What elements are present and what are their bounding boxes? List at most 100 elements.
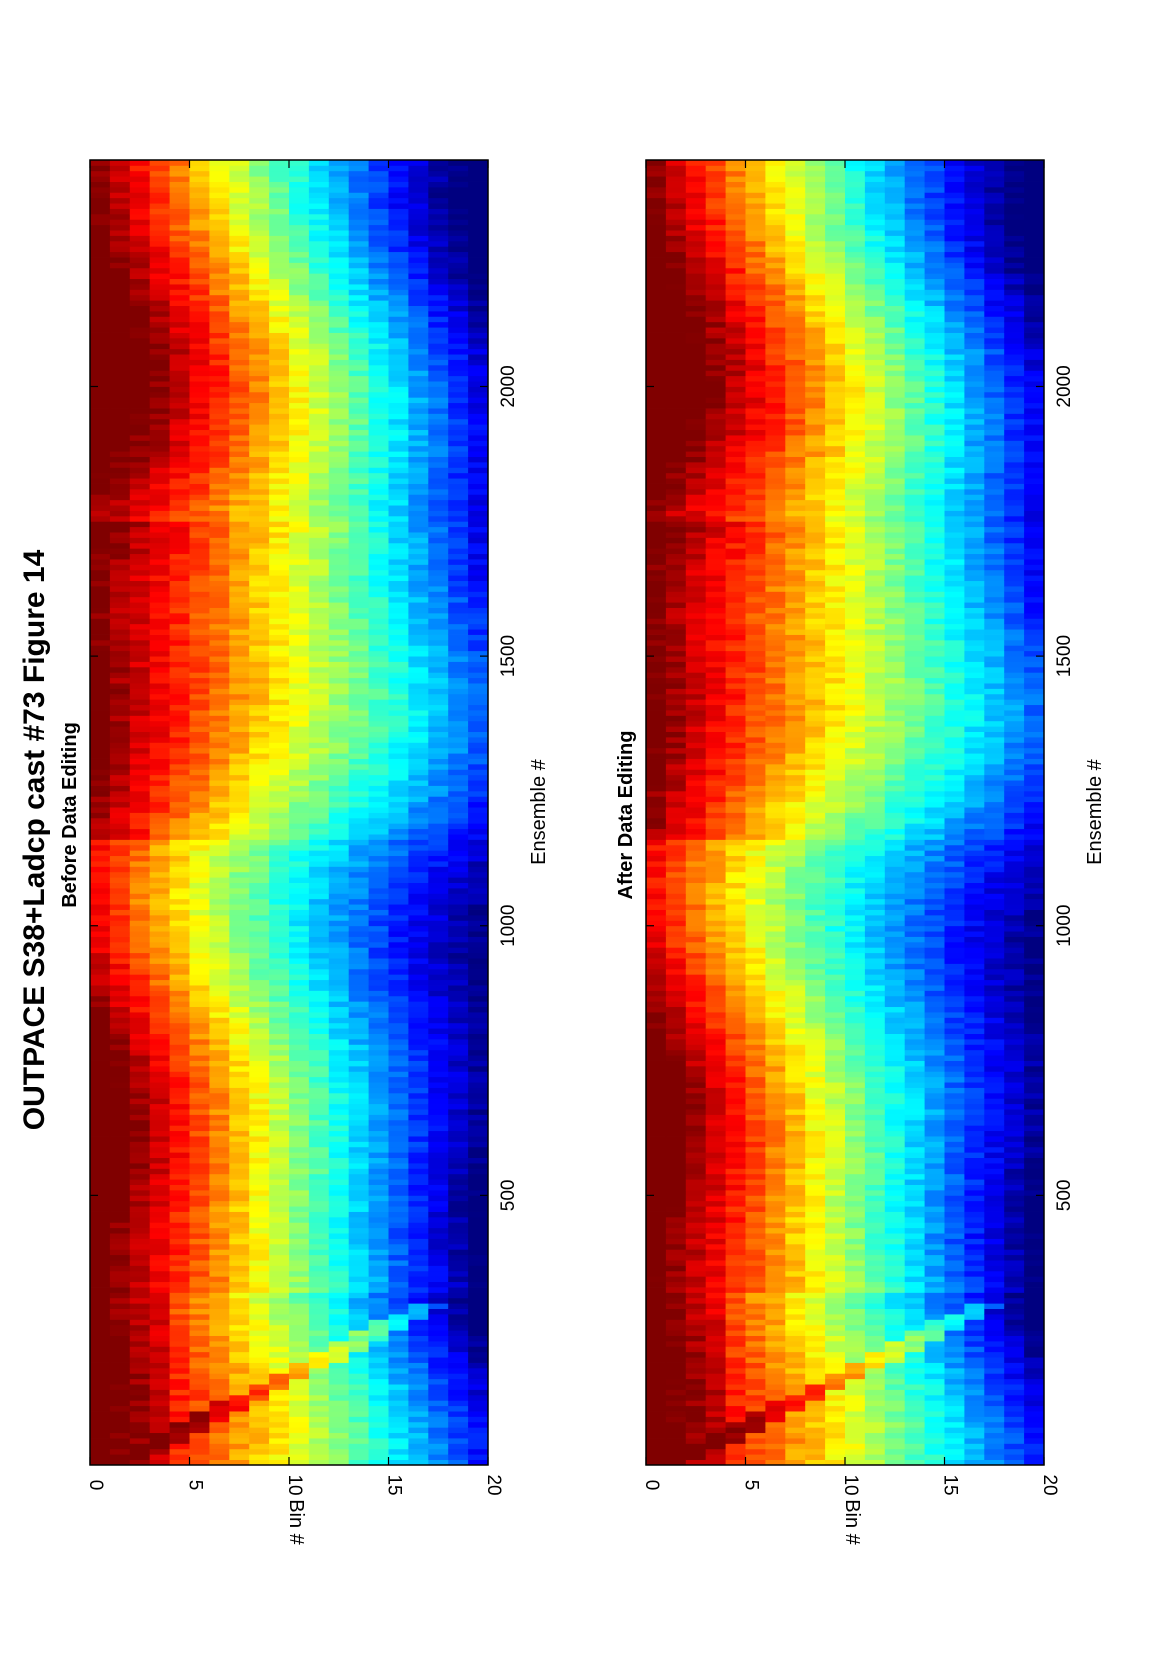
heatmap-cell: [269, 1071, 290, 1078]
heatmap-cell: [149, 515, 170, 522]
heatmap-cell: [169, 1168, 190, 1175]
heatmap-cell: [308, 1265, 330, 1272]
heatmap-cell: [468, 618, 489, 625]
heatmap-cell: [209, 1270, 230, 1277]
heatmap-cell: [189, 467, 210, 474]
heatmap-cell: [289, 763, 310, 770]
heatmap-cell: [169, 1276, 190, 1283]
heatmap-cell: [209, 974, 230, 981]
heatmap-cell: [129, 483, 151, 490]
heatmap-cell: [169, 418, 190, 425]
heatmap-cell: [368, 1087, 389, 1094]
heatmap-cell: [189, 1044, 210, 1051]
heatmap-cell: [388, 321, 409, 328]
heatmap-cell: [229, 408, 250, 414]
heatmap-cell: [129, 914, 151, 921]
heatmap-cell: [90, 888, 111, 894]
heatmap-cell: [348, 408, 369, 414]
heatmap-cell: [428, 1330, 449, 1336]
heatmap-cell: [109, 602, 131, 608]
heatmap-cell: [229, 979, 250, 986]
heatmap-cell: [289, 1098, 310, 1105]
heatmap-cell: [229, 958, 250, 964]
heatmap-cell: [109, 391, 131, 398]
heatmap-cell: [149, 289, 170, 296]
heatmap-cell: [428, 1357, 449, 1363]
heatmap-cell: [269, 898, 290, 905]
heatmap-cell: [169, 494, 190, 501]
heatmap-cell: [468, 1173, 489, 1180]
heatmap-cell: [348, 1362, 369, 1369]
heatmap-cell: [109, 381, 131, 387]
heatmap-cell: [348, 866, 369, 873]
heatmap-cell: [388, 882, 409, 889]
heatmap-cell: [269, 375, 290, 382]
heatmap-cell: [448, 499, 469, 506]
heatmap-cell: [249, 958, 270, 964]
heatmap-cell: [129, 645, 151, 652]
heatmap-cell: [348, 1087, 369, 1094]
heatmap-cell: [468, 1125, 489, 1132]
heatmap-cell: [388, 855, 409, 862]
heatmap-cell: [169, 904, 190, 910]
heatmap-cell: [229, 1357, 250, 1363]
heatmap-cell: [348, 1243, 369, 1250]
heatmap-cell: [169, 1119, 190, 1126]
heatmap-cell: [348, 1071, 369, 1078]
heatmap-cell: [448, 424, 469, 431]
heatmap-cell: [90, 1152, 111, 1159]
heatmap-cell: [408, 607, 429, 614]
heatmap-cell: [308, 569, 330, 576]
heatmap-cell: [109, 294, 131, 301]
heatmap-cell: [289, 1421, 310, 1428]
heatmap-cell: [388, 726, 409, 733]
heatmap-cell: [408, 391, 429, 398]
heatmap-cell: [388, 553, 409, 560]
heatmap-cell: [468, 747, 489, 754]
heatmap-cell: [348, 1303, 369, 1310]
heatmap-cell: [428, 542, 449, 549]
heatmap-cell: [129, 1173, 151, 1180]
heatmap-cell: [169, 683, 190, 689]
heatmap-cell: [368, 181, 389, 188]
x-tick-label: 1000: [498, 905, 519, 947]
heatmap-cell: [109, 1049, 131, 1056]
heatmap-cell: [90, 1448, 111, 1455]
heatmap-cell: [129, 1001, 151, 1008]
heatmap-cell: [269, 914, 290, 921]
heatmap-cell: [308, 893, 330, 900]
heatmap-cell: [209, 914, 230, 921]
heatmap-cell: [109, 710, 131, 716]
heatmap-cell: [229, 165, 250, 172]
heatmap-cell: [428, 893, 449, 900]
heatmap-cell: [308, 170, 330, 177]
heatmap-cell: [308, 596, 330, 603]
heatmap-cell: [209, 413, 230, 420]
heatmap-cell: [468, 1378, 489, 1385]
heatmap-cell: [129, 963, 151, 970]
heatmap-cell: [468, 715, 489, 722]
heatmap-cell: [189, 1384, 210, 1390]
heatmap-cell: [448, 1028, 469, 1034]
heatmap-cell: [289, 774, 310, 781]
heatmap-cell: [109, 785, 131, 792]
heatmap-cell: [109, 176, 131, 182]
heatmap-cell: [229, 348, 250, 355]
heatmap-cell: [269, 1243, 290, 1250]
heatmap-cell: [209, 305, 230, 312]
heatmap-cell: [269, 1346, 290, 1353]
heatmap-cell: [289, 866, 310, 873]
heatmap-cell: [209, 515, 230, 522]
heatmap-cell: [90, 176, 111, 182]
heatmap-cell: [448, 537, 469, 544]
heatmap-cell: [169, 499, 190, 506]
heatmap-cell: [149, 1335, 170, 1342]
heatmap-cell: [229, 1292, 250, 1299]
heatmap-cell: [229, 488, 250, 495]
heatmap-cell: [388, 197, 409, 204]
heatmap-cell: [289, 1454, 310, 1460]
heatmap-cell: [90, 1179, 111, 1185]
heatmap-cell: [149, 1378, 170, 1385]
heatmap-cell: [189, 1270, 210, 1277]
heatmap-cell: [308, 1103, 330, 1110]
